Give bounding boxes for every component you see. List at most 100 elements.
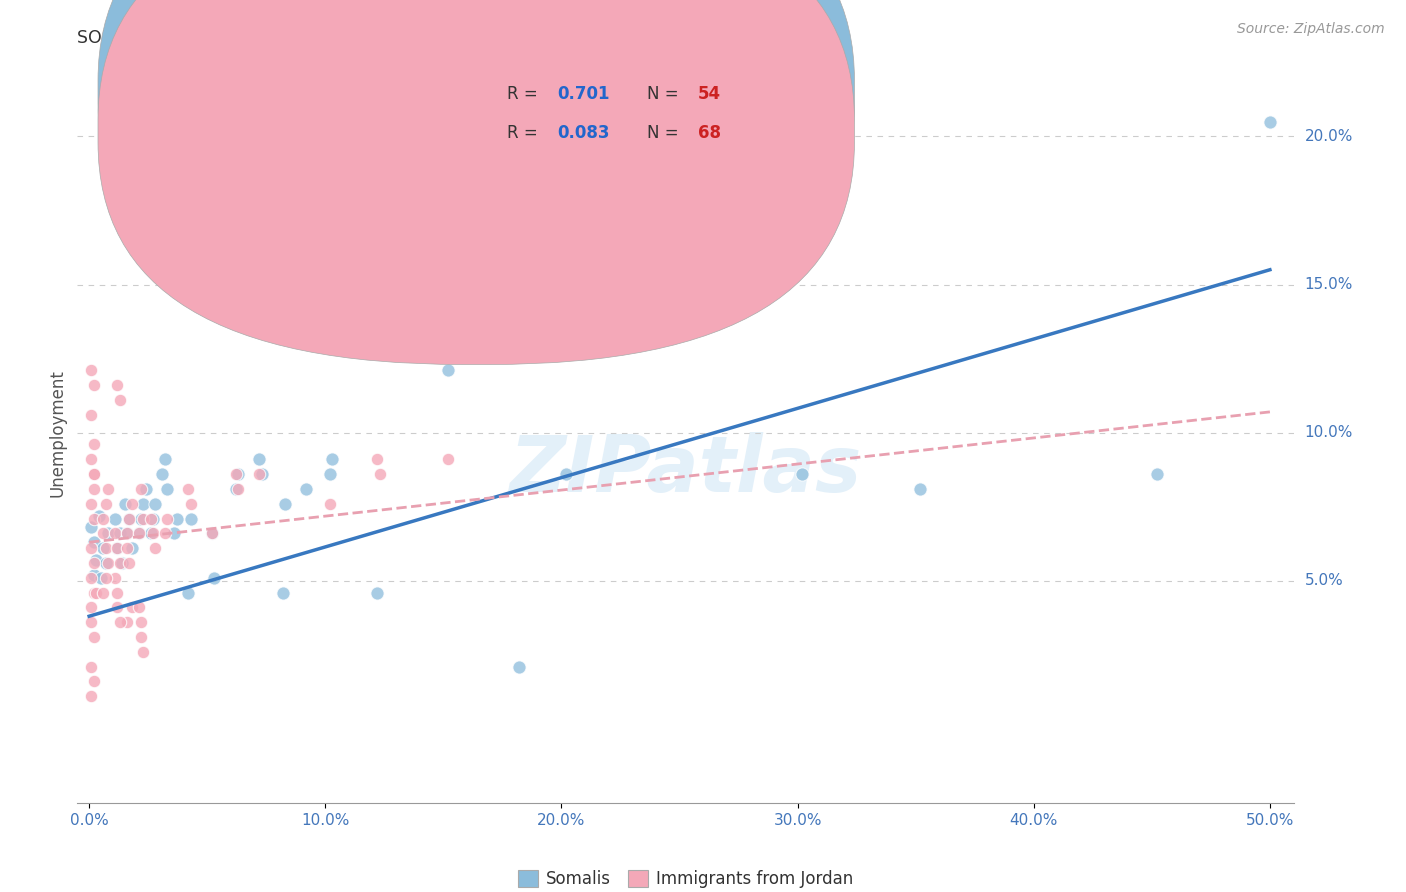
- Point: [118, 556, 141, 570]
- Point: [139, 511, 162, 525]
- Point: [80, 520, 103, 534]
- Point: [114, 497, 136, 511]
- Point: [90, 571, 112, 585]
- Point: [156, 511, 179, 525]
- Point: [132, 511, 155, 525]
- Point: [1258, 114, 1281, 128]
- Point: [143, 541, 166, 555]
- Point: [115, 526, 138, 541]
- Point: [83, 567, 105, 582]
- Point: [366, 452, 388, 467]
- Point: [107, 600, 129, 615]
- Point: [142, 511, 165, 525]
- Point: [135, 482, 157, 496]
- Point: [1146, 467, 1168, 481]
- Point: [121, 497, 143, 511]
- Point: [115, 541, 138, 555]
- Point: [177, 585, 200, 599]
- Point: [80, 659, 103, 673]
- Text: 68: 68: [697, 124, 721, 142]
- Point: [107, 541, 129, 555]
- Point: [97, 482, 120, 496]
- Point: [128, 526, 150, 541]
- Point: [121, 541, 143, 555]
- Point: [792, 467, 814, 481]
- Point: [225, 482, 247, 496]
- Point: [83, 585, 105, 599]
- Point: [129, 482, 152, 496]
- Point: [132, 645, 155, 659]
- Point: [319, 497, 342, 511]
- Point: [80, 497, 103, 511]
- Point: [80, 452, 103, 467]
- Point: [271, 585, 294, 599]
- Point: [150, 467, 173, 481]
- Point: [91, 541, 114, 555]
- FancyBboxPatch shape: [98, 0, 855, 365]
- Point: [226, 467, 249, 481]
- Point: [107, 585, 129, 599]
- Text: 15.0%: 15.0%: [1305, 277, 1353, 292]
- Point: [128, 526, 150, 541]
- Point: [83, 674, 105, 689]
- Point: [80, 571, 103, 585]
- Point: [247, 467, 270, 481]
- Point: [83, 467, 105, 481]
- Point: [153, 526, 176, 541]
- Point: [177, 482, 200, 496]
- Point: [83, 437, 105, 451]
- Point: [129, 511, 152, 525]
- Point: [250, 467, 273, 481]
- Point: [83, 378, 105, 392]
- Point: [83, 511, 105, 525]
- Text: Source: ZipAtlas.com: Source: ZipAtlas.com: [1237, 22, 1385, 37]
- Text: 20.0%: 20.0%: [1305, 129, 1353, 144]
- Point: [153, 452, 176, 467]
- Point: [555, 467, 578, 481]
- Point: [437, 452, 460, 467]
- Point: [83, 535, 105, 549]
- Point: [366, 585, 388, 599]
- Point: [80, 615, 103, 629]
- Point: [97, 556, 120, 570]
- Text: R =: R =: [506, 85, 543, 103]
- Point: [80, 408, 103, 422]
- Point: [104, 526, 127, 541]
- Point: [91, 526, 114, 541]
- Point: [84, 585, 107, 599]
- Point: [94, 571, 117, 585]
- Point: [94, 556, 117, 570]
- Point: [111, 556, 134, 570]
- Point: [910, 482, 932, 496]
- Point: [91, 585, 114, 599]
- Point: [247, 452, 270, 467]
- Point: [83, 556, 105, 570]
- Point: [132, 497, 155, 511]
- Point: [104, 511, 127, 525]
- Text: SOMALI VS IMMIGRANTS FROM JORDAN UNEMPLOYMENT CORRELATION CHART: SOMALI VS IMMIGRANTS FROM JORDAN UNEMPLO…: [77, 29, 765, 47]
- Point: [166, 511, 188, 525]
- Point: [437, 363, 460, 377]
- Text: 54: 54: [697, 85, 721, 103]
- Point: [180, 497, 202, 511]
- Point: [118, 511, 141, 525]
- Point: [180, 511, 202, 525]
- Point: [139, 526, 162, 541]
- Point: [128, 600, 150, 615]
- Point: [80, 363, 103, 377]
- Point: [108, 526, 131, 541]
- Point: [121, 600, 143, 615]
- Point: [163, 526, 186, 541]
- Point: [108, 615, 131, 629]
- Point: [142, 526, 165, 541]
- Point: [108, 556, 131, 570]
- Point: [94, 541, 117, 555]
- FancyBboxPatch shape: [98, 0, 855, 326]
- Point: [202, 571, 225, 585]
- Text: N =: N =: [647, 124, 683, 142]
- Point: [80, 689, 103, 703]
- Point: [129, 630, 152, 644]
- Point: [201, 526, 224, 541]
- Point: [83, 467, 105, 481]
- Point: [115, 526, 138, 541]
